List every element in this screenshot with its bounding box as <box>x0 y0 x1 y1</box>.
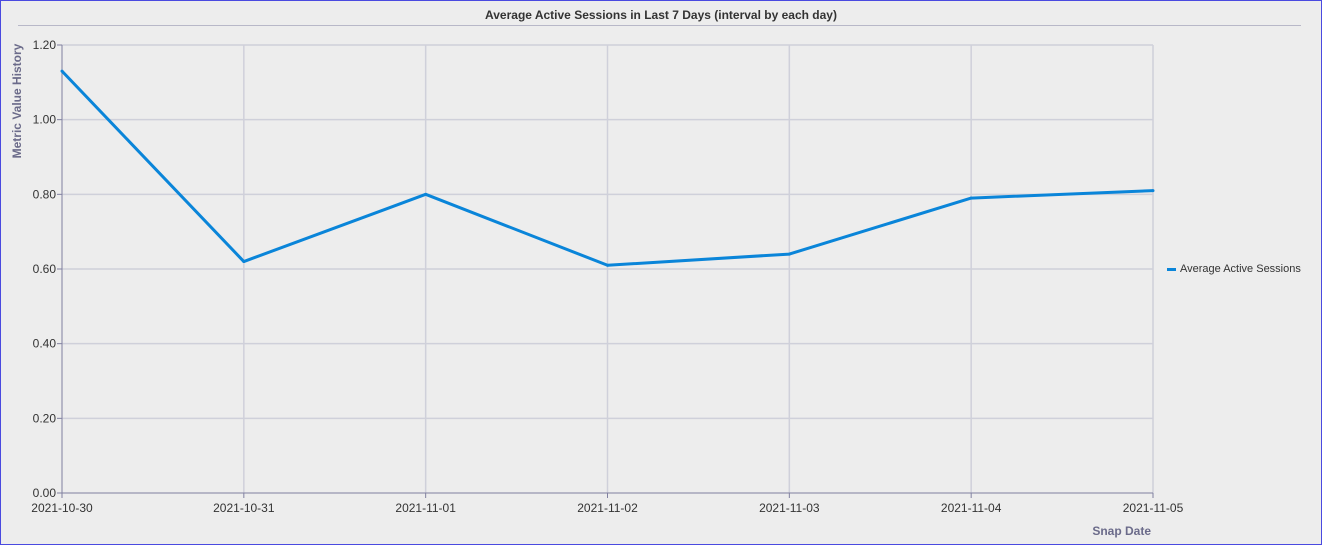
grid-lines <box>62 44 1154 493</box>
chart-title: Average Active Sessions in Last 7 Days (… <box>485 8 837 22</box>
y-tick-label: 0.40 <box>33 337 57 351</box>
x-tick-label: 2021-10-30 <box>31 501 93 515</box>
y-tick-label: 0.60 <box>33 262 57 276</box>
y-tick-label: 0.80 <box>33 187 57 201</box>
data-point <box>969 196 973 200</box>
data-point <box>787 252 791 256</box>
x-tick-label: 2021-11-04 <box>941 501 1002 515</box>
data-point <box>424 192 428 196</box>
y-tick-labels: 0.00 0.20 0.40 0.60 0.80 1.00 1.20 <box>33 38 57 500</box>
y-tick-label: 0.20 <box>33 411 57 425</box>
y-axis-label: Metric Value History <box>10 43 24 158</box>
axes <box>57 44 1154 498</box>
y-tick-label: 0.00 <box>33 486 57 500</box>
x-tick-label: 2021-11-02 <box>577 501 638 515</box>
y-tick-label: 1.00 <box>33 113 57 127</box>
data-point <box>60 69 64 73</box>
x-tick-label: 2021-11-03 <box>759 501 820 515</box>
x-axis-label: Snap Date <box>1092 524 1151 538</box>
data-point <box>242 260 246 264</box>
data-point <box>1151 189 1155 193</box>
legend-swatch <box>1167 267 1176 271</box>
legend: Average Active Sessions <box>1167 263 1301 275</box>
series-lines <box>60 69 1155 267</box>
legend-label: Average Active Sessions <box>1180 263 1301 275</box>
y-tick-label: 1.20 <box>33 38 57 52</box>
x-tick-label: 2021-10-31 <box>213 501 275 515</box>
x-tick-label: 2021-11-05 <box>1123 501 1184 515</box>
data-point <box>606 263 609 267</box>
x-tick-label: 2021-11-01 <box>395 501 456 515</box>
title-divider <box>18 25 1301 26</box>
x-tick-labels: 2021-10-30 2021-10-31 2021-11-01 2021-11-02… <box>31 501 1183 515</box>
